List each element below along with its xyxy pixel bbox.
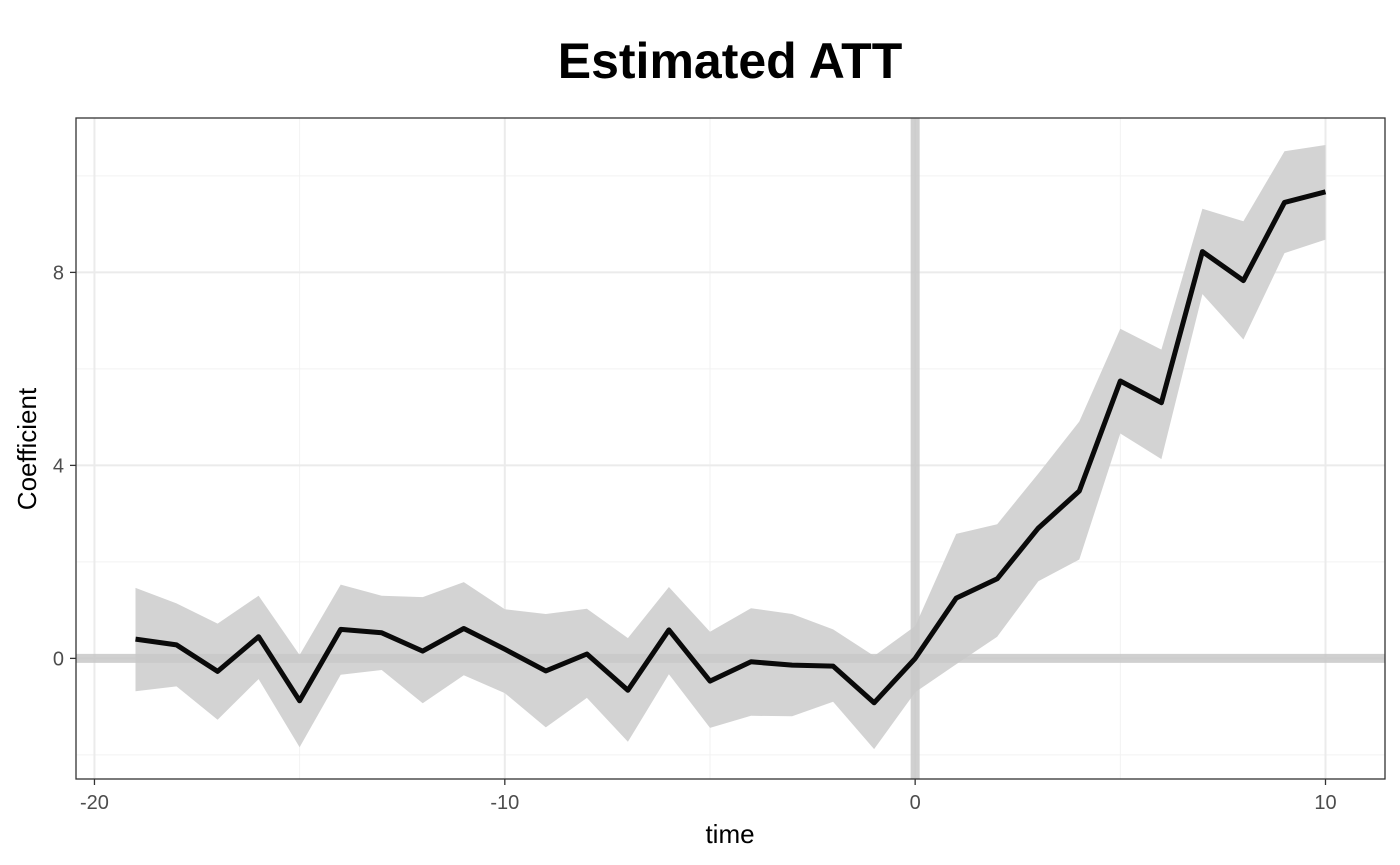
confidence-band xyxy=(135,145,1326,750)
x-tick-label: 10 xyxy=(1314,792,1336,814)
plot-border xyxy=(75,117,1386,780)
x-tick-label: -20 xyxy=(80,792,109,814)
reference-lines xyxy=(76,118,1385,779)
x-tick-label: 0 xyxy=(910,792,921,814)
chart-title: Estimated ATT xyxy=(558,33,902,89)
x-tick-label: -10 xyxy=(490,792,519,814)
y-tick-label: 0 xyxy=(53,648,64,670)
y-axis-title: Coefficient xyxy=(12,387,42,510)
confidence-band-area xyxy=(135,145,1326,750)
estimate-line xyxy=(135,189,1327,706)
x-axis-title: time xyxy=(705,819,754,849)
y-tick-label: 4 xyxy=(53,455,64,477)
y-tick-label: 8 xyxy=(53,262,64,284)
estimate-line-group xyxy=(135,189,1327,706)
axes: -20 -10 0 10 0 4 8 xyxy=(53,262,1337,814)
